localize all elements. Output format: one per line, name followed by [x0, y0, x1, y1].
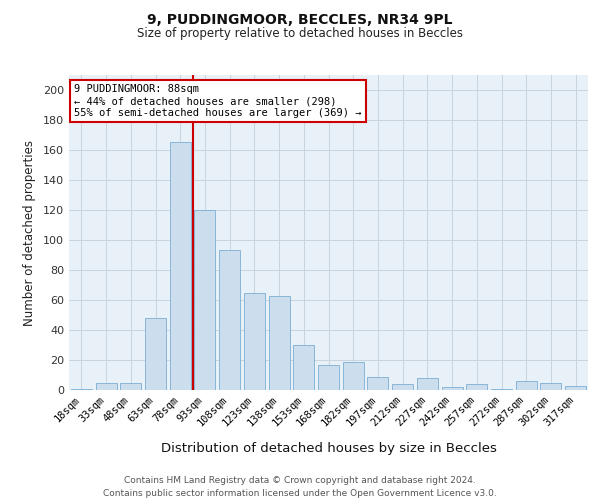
Bar [71, 388, 92, 390]
Text: Contains public sector information licensed under the Open Government Licence v3: Contains public sector information licen… [103, 489, 497, 498]
Y-axis label: Number of detached properties: Number of detached properties [23, 140, 36, 326]
Text: 9 PUDDINGMOOR: 88sqm
← 44% of detached houses are smaller (298)
55% of semi-deta: 9 PUDDINGMOOR: 88sqm ← 44% of detached h… [74, 84, 362, 117]
Bar [516, 381, 537, 390]
Bar [367, 376, 388, 390]
Bar [219, 250, 240, 390]
Bar [491, 388, 512, 390]
Bar [170, 142, 191, 390]
Bar [269, 296, 290, 390]
Bar [194, 210, 215, 390]
Text: 9, PUDDINGMOOR, BECCLES, NR34 9PL: 9, PUDDINGMOOR, BECCLES, NR34 9PL [147, 12, 453, 26]
Bar [293, 345, 314, 390]
Text: Contains HM Land Registry data © Crown copyright and database right 2024.: Contains HM Land Registry data © Crown c… [124, 476, 476, 485]
Bar [318, 364, 339, 390]
Bar [565, 386, 586, 390]
Bar [417, 378, 438, 390]
Bar [466, 384, 487, 390]
Bar [244, 292, 265, 390]
X-axis label: Distribution of detached houses by size in Beccles: Distribution of detached houses by size … [161, 442, 496, 456]
Bar [95, 382, 116, 390]
Bar [120, 382, 141, 390]
Bar [343, 362, 364, 390]
Bar [541, 382, 562, 390]
Text: Size of property relative to detached houses in Beccles: Size of property relative to detached ho… [137, 28, 463, 40]
Bar [392, 384, 413, 390]
Bar [145, 318, 166, 390]
Bar [442, 387, 463, 390]
